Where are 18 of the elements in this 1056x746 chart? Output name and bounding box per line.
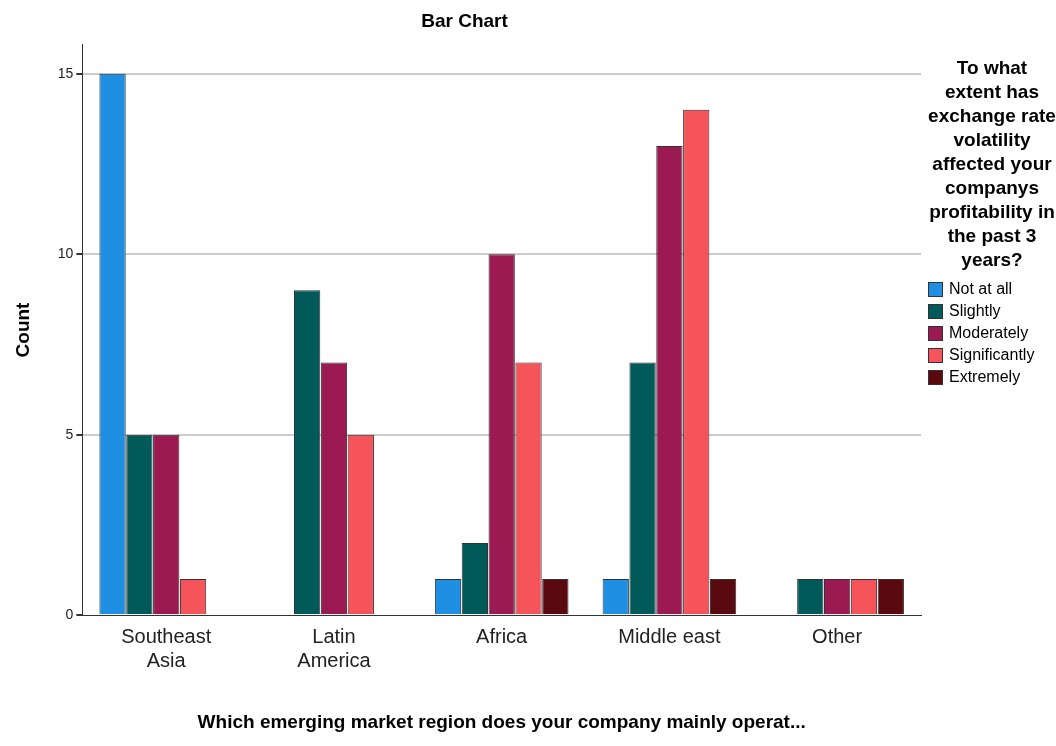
y-tick-label: 10 bbox=[57, 245, 74, 262]
y-axis-title: Count bbox=[11, 301, 33, 358]
x-tick-label: Middle east bbox=[618, 624, 721, 647]
y-tick-label: 15 bbox=[57, 64, 74, 81]
chart-title: Bar Chart bbox=[421, 9, 509, 31]
x-tick-label: Other bbox=[812, 624, 863, 647]
x-tick-label: Latin America bbox=[297, 624, 372, 671]
x-axis-title: Which emerging market region does your company mainly operat... bbox=[197, 710, 806, 732]
legend-label: Significantly bbox=[949, 346, 1035, 364]
legend-label: Slightly bbox=[949, 302, 1001, 320]
legend-label: Extremely bbox=[949, 368, 1021, 386]
x-tick-label: Southeast Asia bbox=[121, 624, 212, 671]
y-tick-label: 5 bbox=[65, 425, 74, 442]
y-tick-label: 0 bbox=[65, 606, 74, 623]
legend-label: Not at all bbox=[949, 280, 1013, 298]
x-tick-label: Africa bbox=[476, 624, 529, 647]
legend-label: Moderately bbox=[949, 324, 1029, 342]
text: To what extent has exchange rate volatility affected your companys profitability in the past 3 years? bbox=[928, 57, 1056, 270]
